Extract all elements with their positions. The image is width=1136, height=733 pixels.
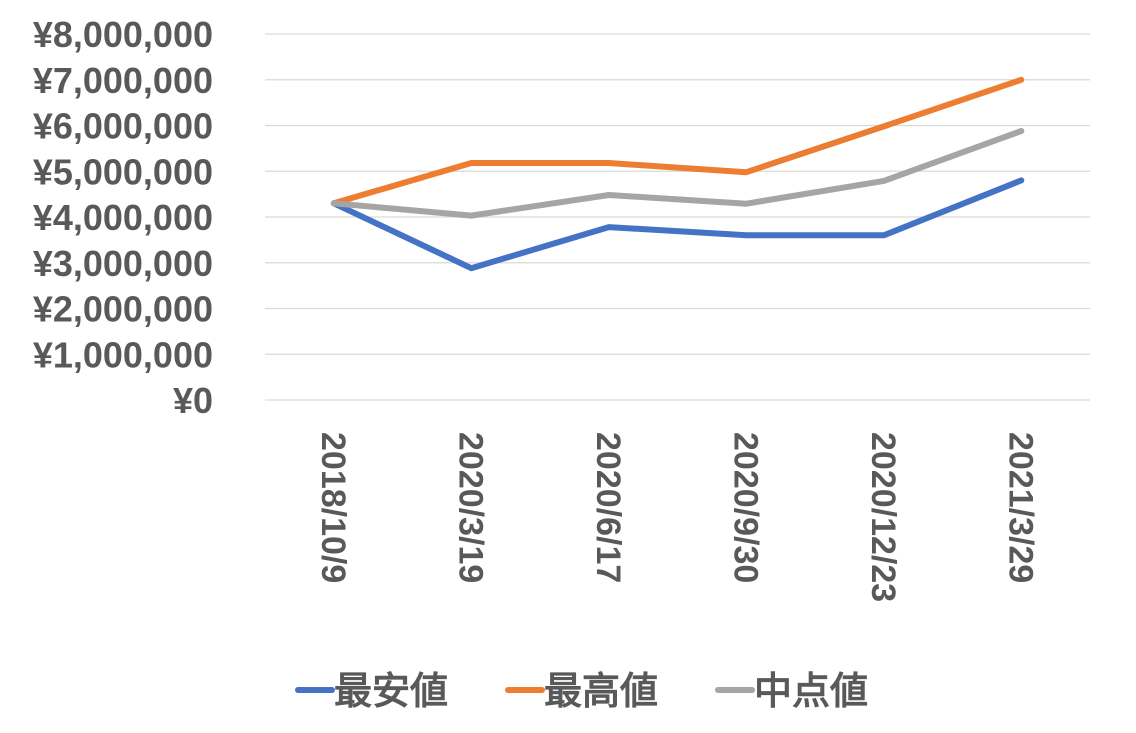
series-line-0 bbox=[330, 177, 1025, 272]
gridlines bbox=[265, 33, 1090, 401]
y-tick-label: ¥1,000,000 bbox=[33, 334, 213, 375]
y-tick-label: ¥3,000,000 bbox=[33, 243, 213, 284]
series-line-1 bbox=[330, 76, 1025, 207]
y-tick-label: ¥2,000,000 bbox=[33, 289, 213, 330]
x-tick-label: 2020/12/23 bbox=[864, 432, 902, 602]
series-lines bbox=[330, 76, 1025, 272]
y-tick-label: ¥5,000,000 bbox=[33, 151, 213, 192]
y-tick-label: ¥4,000,000 bbox=[33, 197, 213, 238]
y-tick-label: ¥7,000,000 bbox=[33, 60, 213, 101]
x-tick-label: 2020/9/30 bbox=[726, 432, 764, 583]
x-tick-label: 2020/6/17 bbox=[589, 432, 627, 583]
x-axis-ticks: 2018/10/9 2020/3/19 2020/6/17 2020/9/30 2020… bbox=[314, 432, 1040, 602]
legend: 最安値 最高値 中点値 bbox=[295, 671, 868, 713]
legend-label: 中点値 bbox=[754, 671, 868, 713]
legend-label: 最高値 bbox=[544, 671, 658, 713]
legend-label: 最安値 bbox=[334, 671, 448, 713]
series-line-2 bbox=[330, 128, 1025, 219]
x-tick-label: 2018/10/9 bbox=[314, 432, 352, 583]
x-tick-label: 2021/3/29 bbox=[1001, 432, 1039, 583]
x-tick-label: 2020/3/19 bbox=[451, 432, 489, 583]
y-tick-label: ¥8,000,000 bbox=[33, 14, 213, 55]
y-axis-ticks: ¥0 ¥1,000,000¥2,000,000 ¥3,000,000 ¥4,000,0… bbox=[33, 14, 213, 421]
y-tick-label: ¥6,000,000 bbox=[33, 106, 213, 147]
y-tick-label: ¥0 bbox=[173, 380, 213, 421]
